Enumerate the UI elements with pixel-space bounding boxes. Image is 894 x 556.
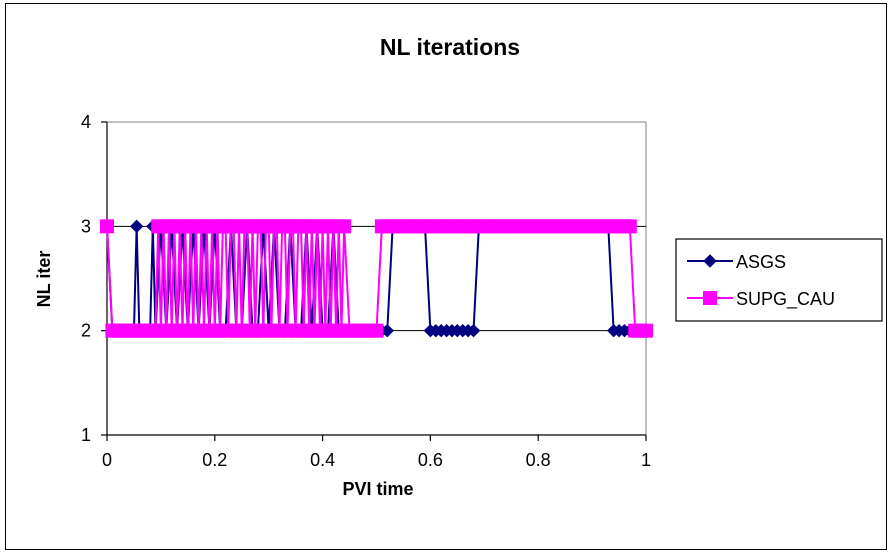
- series-group: [100, 219, 653, 338]
- legend-box: [675, 238, 883, 322]
- legend-label: ASGS: [736, 252, 786, 272]
- y-axis-label: NL iter: [34, 251, 54, 308]
- legend-item-asgs: ASGS: [687, 252, 786, 272]
- x-tick-label: 0.2: [202, 450, 227, 470]
- x-tick-label: 0.8: [526, 450, 551, 470]
- legend-marker: [703, 254, 717, 268]
- y-tick-label: 1: [81, 425, 91, 445]
- x-axis-label: PVI time: [342, 479, 413, 499]
- y-tick-label: 2: [81, 321, 91, 341]
- data-point-supg-cau: [369, 323, 384, 338]
- legend-label: SUPG_CAU: [736, 289, 835, 310]
- data-point-supg-cau: [100, 219, 114, 234]
- x-tick-label: 0: [102, 450, 112, 470]
- legend-marker: [703, 291, 717, 305]
- legend: ASGS SUPG_CAU: [687, 252, 835, 310]
- series-line-supg-cau: [106, 225, 646, 332]
- data-point-supg-cau: [622, 219, 637, 234]
- data-point-supg-cau: [337, 219, 352, 234]
- x-tick-label: 1: [641, 450, 651, 470]
- data-point-asgs: [466, 323, 481, 338]
- data-point-asgs: [129, 219, 144, 234]
- series-supg-cau: [100, 219, 653, 338]
- y-ticks: 1 2 3 4: [81, 112, 107, 445]
- legend-item-supg-cau: SUPG_CAU: [687, 289, 835, 310]
- x-tick-label: 0.4: [310, 450, 335, 470]
- data-point-supg-cau: [639, 323, 653, 338]
- y-tick-label: 3: [81, 216, 91, 236]
- chart-title: NL iterations: [380, 34, 520, 60]
- x-tick-label: 0.6: [418, 450, 443, 470]
- x-ticks: 0 0.2 0.4 0.6 0.8 1: [102, 435, 651, 470]
- y-tick-label: 4: [81, 112, 91, 132]
- plot-area-border: [106, 121, 647, 436]
